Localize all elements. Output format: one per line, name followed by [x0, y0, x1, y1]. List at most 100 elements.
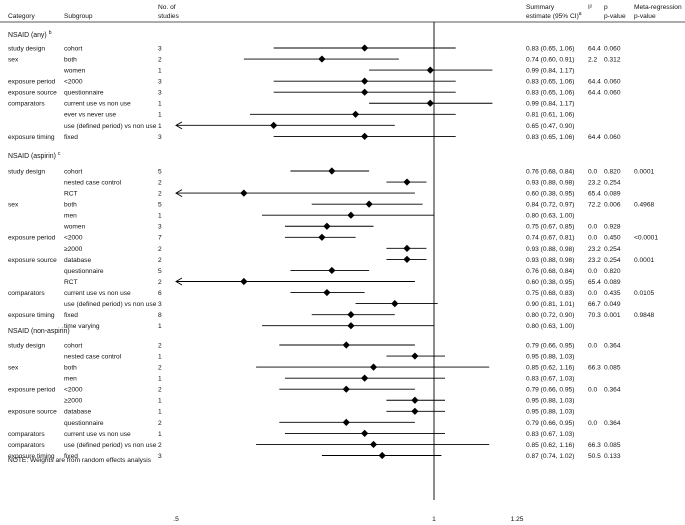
row-subgroup: women	[63, 68, 86, 75]
forest-row: sex both 2 0.85 (0.62, 1.16) 66.3 0.085	[8, 363, 621, 372]
row-studies: 2	[158, 420, 162, 427]
forest-row: use (defined period) vs non use 1 0.65 (0.…	[64, 121, 574, 130]
row-i2: 0.0	[588, 235, 597, 242]
row-i2: 64.4	[588, 90, 601, 97]
row-studies: 1	[158, 112, 162, 119]
estimate-diamond	[361, 44, 369, 52]
row-estimate-ci: 0.90 (0.81, 1.01)	[526, 301, 574, 308]
row-subgroup: fixed	[64, 134, 78, 141]
row-subgroup: <2000	[64, 387, 83, 394]
forest-row: men 1 0.80 (0.63, 1.00)	[64, 211, 574, 220]
row-subgroup: men	[64, 213, 77, 220]
row-p-value: 0.060	[604, 90, 621, 97]
row-i2: 72.2	[588, 202, 601, 209]
forest-row: men 1 0.83 (0.67, 1.03)	[64, 374, 574, 383]
row-studies: 2	[158, 257, 162, 264]
row-subgroup: RCT	[64, 191, 78, 198]
estimate-diamond	[318, 233, 326, 241]
row-p-value: 0.312	[604, 56, 621, 63]
estimate-diamond	[403, 255, 411, 263]
row-p-value: 0.820	[604, 168, 621, 175]
row-p-value: 0.820	[604, 268, 621, 275]
header-studies-line2: studies	[158, 13, 180, 20]
row-studies: 1	[158, 101, 162, 108]
row-category: study design	[8, 168, 45, 175]
row-i2: 23.2	[588, 246, 601, 253]
header-estimate-sup: a	[579, 11, 582, 17]
estimate-diamond	[318, 55, 326, 63]
forest-row: exposure period <2000 7 0.74 (0.67, 0.81) 0.…	[8, 233, 658, 242]
x-tick-label: 1	[432, 516, 436, 523]
forest-row: ever vs never use 1 0.81 (0.61, 1.06)	[64, 110, 574, 119]
ci-arrow-left	[175, 121, 183, 130]
row-i2: 2.2	[588, 56, 597, 63]
row-studies: 1	[158, 431, 162, 438]
header-estimate-line2: estimate (95% CI)a	[526, 11, 582, 20]
row-studies: 2	[158, 56, 162, 63]
row-subgroup: both	[64, 56, 77, 63]
row-subgroup: fixed	[64, 453, 78, 460]
row-p-value: 0.364	[604, 387, 621, 394]
estimate-diamond	[403, 244, 411, 252]
row-studies: 5	[158, 268, 162, 275]
row-category: comparators	[8, 442, 45, 449]
section-title: NSAID (non-aspirin)	[8, 328, 70, 335]
row-estimate-ci: 0.93 (0.88, 0.98)	[526, 246, 574, 253]
forest-row: women 1 0.99 (0.84, 1.17)	[63, 66, 574, 75]
row-category: exposure timing	[8, 453, 55, 460]
row-studies: 1	[158, 376, 162, 383]
row-estimate-ci: 0.83 (0.67, 1.03)	[526, 431, 574, 438]
row-estimate-ci: 0.99 (0.84, 1.17)	[526, 101, 574, 108]
row-category: sex	[8, 365, 19, 372]
row-category: exposure period	[8, 387, 56, 394]
row-i2: 66.3	[588, 442, 601, 449]
row-estimate-ci: 0.79 (0.66, 0.95)	[526, 387, 574, 394]
row-subgroup: database	[64, 257, 91, 264]
row-estimate-ci: 0.79 (0.66, 0.95)	[526, 342, 574, 349]
row-i2: 0.0	[588, 342, 597, 349]
estimate-diamond	[411, 396, 419, 404]
row-p-value: 0.006	[604, 202, 621, 209]
section-title-sup: b	[49, 30, 52, 36]
row-estimate-ci: 0.60 (0.38, 0.95)	[526, 191, 574, 198]
row-studies: 2	[158, 342, 162, 349]
row-estimate-ci: 0.85 (0.62, 1.16)	[526, 442, 574, 449]
row-i2: 65.4	[588, 191, 601, 198]
row-subgroup: RCT	[64, 279, 78, 286]
row-p-value: 0.450	[604, 235, 621, 242]
row-category: exposure period	[8, 235, 56, 242]
row-subgroup: both	[64, 365, 77, 372]
row-estimate-ci: 0.83 (0.65, 1.06)	[526, 45, 574, 52]
forest-row: RCT 2 0.60 (0.38, 0.95) 65.4 0.089	[64, 277, 621, 286]
row-i2: 23.2	[588, 257, 601, 264]
forest-row: RCT 2 0.60 (0.38, 0.95) 65.4 0.089	[64, 189, 621, 198]
row-subgroup: women	[63, 224, 86, 231]
estimate-diamond	[323, 222, 331, 230]
header-category: Category	[8, 13, 35, 20]
row-i2: 64.4	[588, 134, 601, 141]
row-subgroup: current use vs non use	[64, 290, 131, 297]
row-i2: 0.0	[588, 224, 597, 231]
row-estimate-ci: 0.80 (0.63, 1.00)	[526, 323, 574, 330]
row-p-value: 0.435	[604, 290, 621, 297]
header-meta-line1: Meta-regression	[634, 4, 682, 11]
estimate-diamond	[361, 77, 369, 85]
row-estimate-ci: 0.75 (0.67, 0.85)	[526, 224, 574, 231]
row-i2: 65.4	[588, 279, 601, 286]
row-i2: 50.5	[588, 453, 601, 460]
estimate-diamond	[328, 167, 336, 175]
row-estimate-ci: 0.81 (0.61, 1.06)	[526, 112, 574, 119]
row-i2: 70.3	[588, 312, 601, 319]
row-i2: 23.2	[588, 179, 601, 186]
forest-row: exposure source database 2 0.93 (0.88, 0.98…	[8, 255, 655, 264]
row-subgroup: cohort	[64, 342, 82, 349]
row-studies: 3	[158, 134, 162, 141]
row-category: comparators	[8, 101, 45, 108]
row-meta-p-value: 0.0105	[634, 290, 655, 297]
row-estimate-ci: 0.84 (0.72, 0.97)	[526, 202, 574, 209]
row-i2: 64.4	[588, 79, 601, 86]
forest-row: nested case control 1 0.95 (0.88, 1.03)	[64, 352, 574, 360]
row-studies: 3	[158, 224, 162, 231]
section-title: NSAID (aspirin) c	[8, 151, 61, 160]
